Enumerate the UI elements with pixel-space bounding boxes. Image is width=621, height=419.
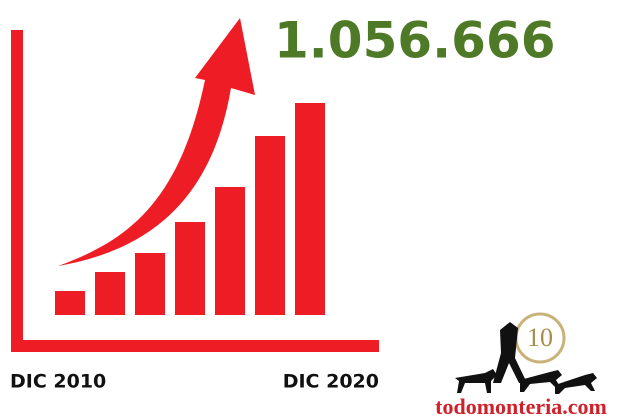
x-axis [11,340,379,352]
bar [55,291,85,315]
bar [95,272,125,315]
logo-badge: 10 [527,323,553,352]
logo-text: todomonteria.com [435,394,607,419]
dog-silhouette [520,370,562,392]
bar [295,103,325,315]
trend-arrow [58,18,255,266]
chart-title: 1.056.666 [274,12,556,70]
bar [135,253,165,315]
x-tick-label: DIC 2020 [283,371,379,393]
logo: 10 todomonteria.com [435,312,607,419]
dog-silhouette [455,369,497,393]
dog-silhouette [555,373,597,394]
hunter-silhouette [493,322,527,383]
bar [215,187,245,315]
x-tick-label: DIC 2010 [10,371,106,393]
bar [175,222,205,315]
y-axis [11,30,23,352]
bar [255,136,285,315]
